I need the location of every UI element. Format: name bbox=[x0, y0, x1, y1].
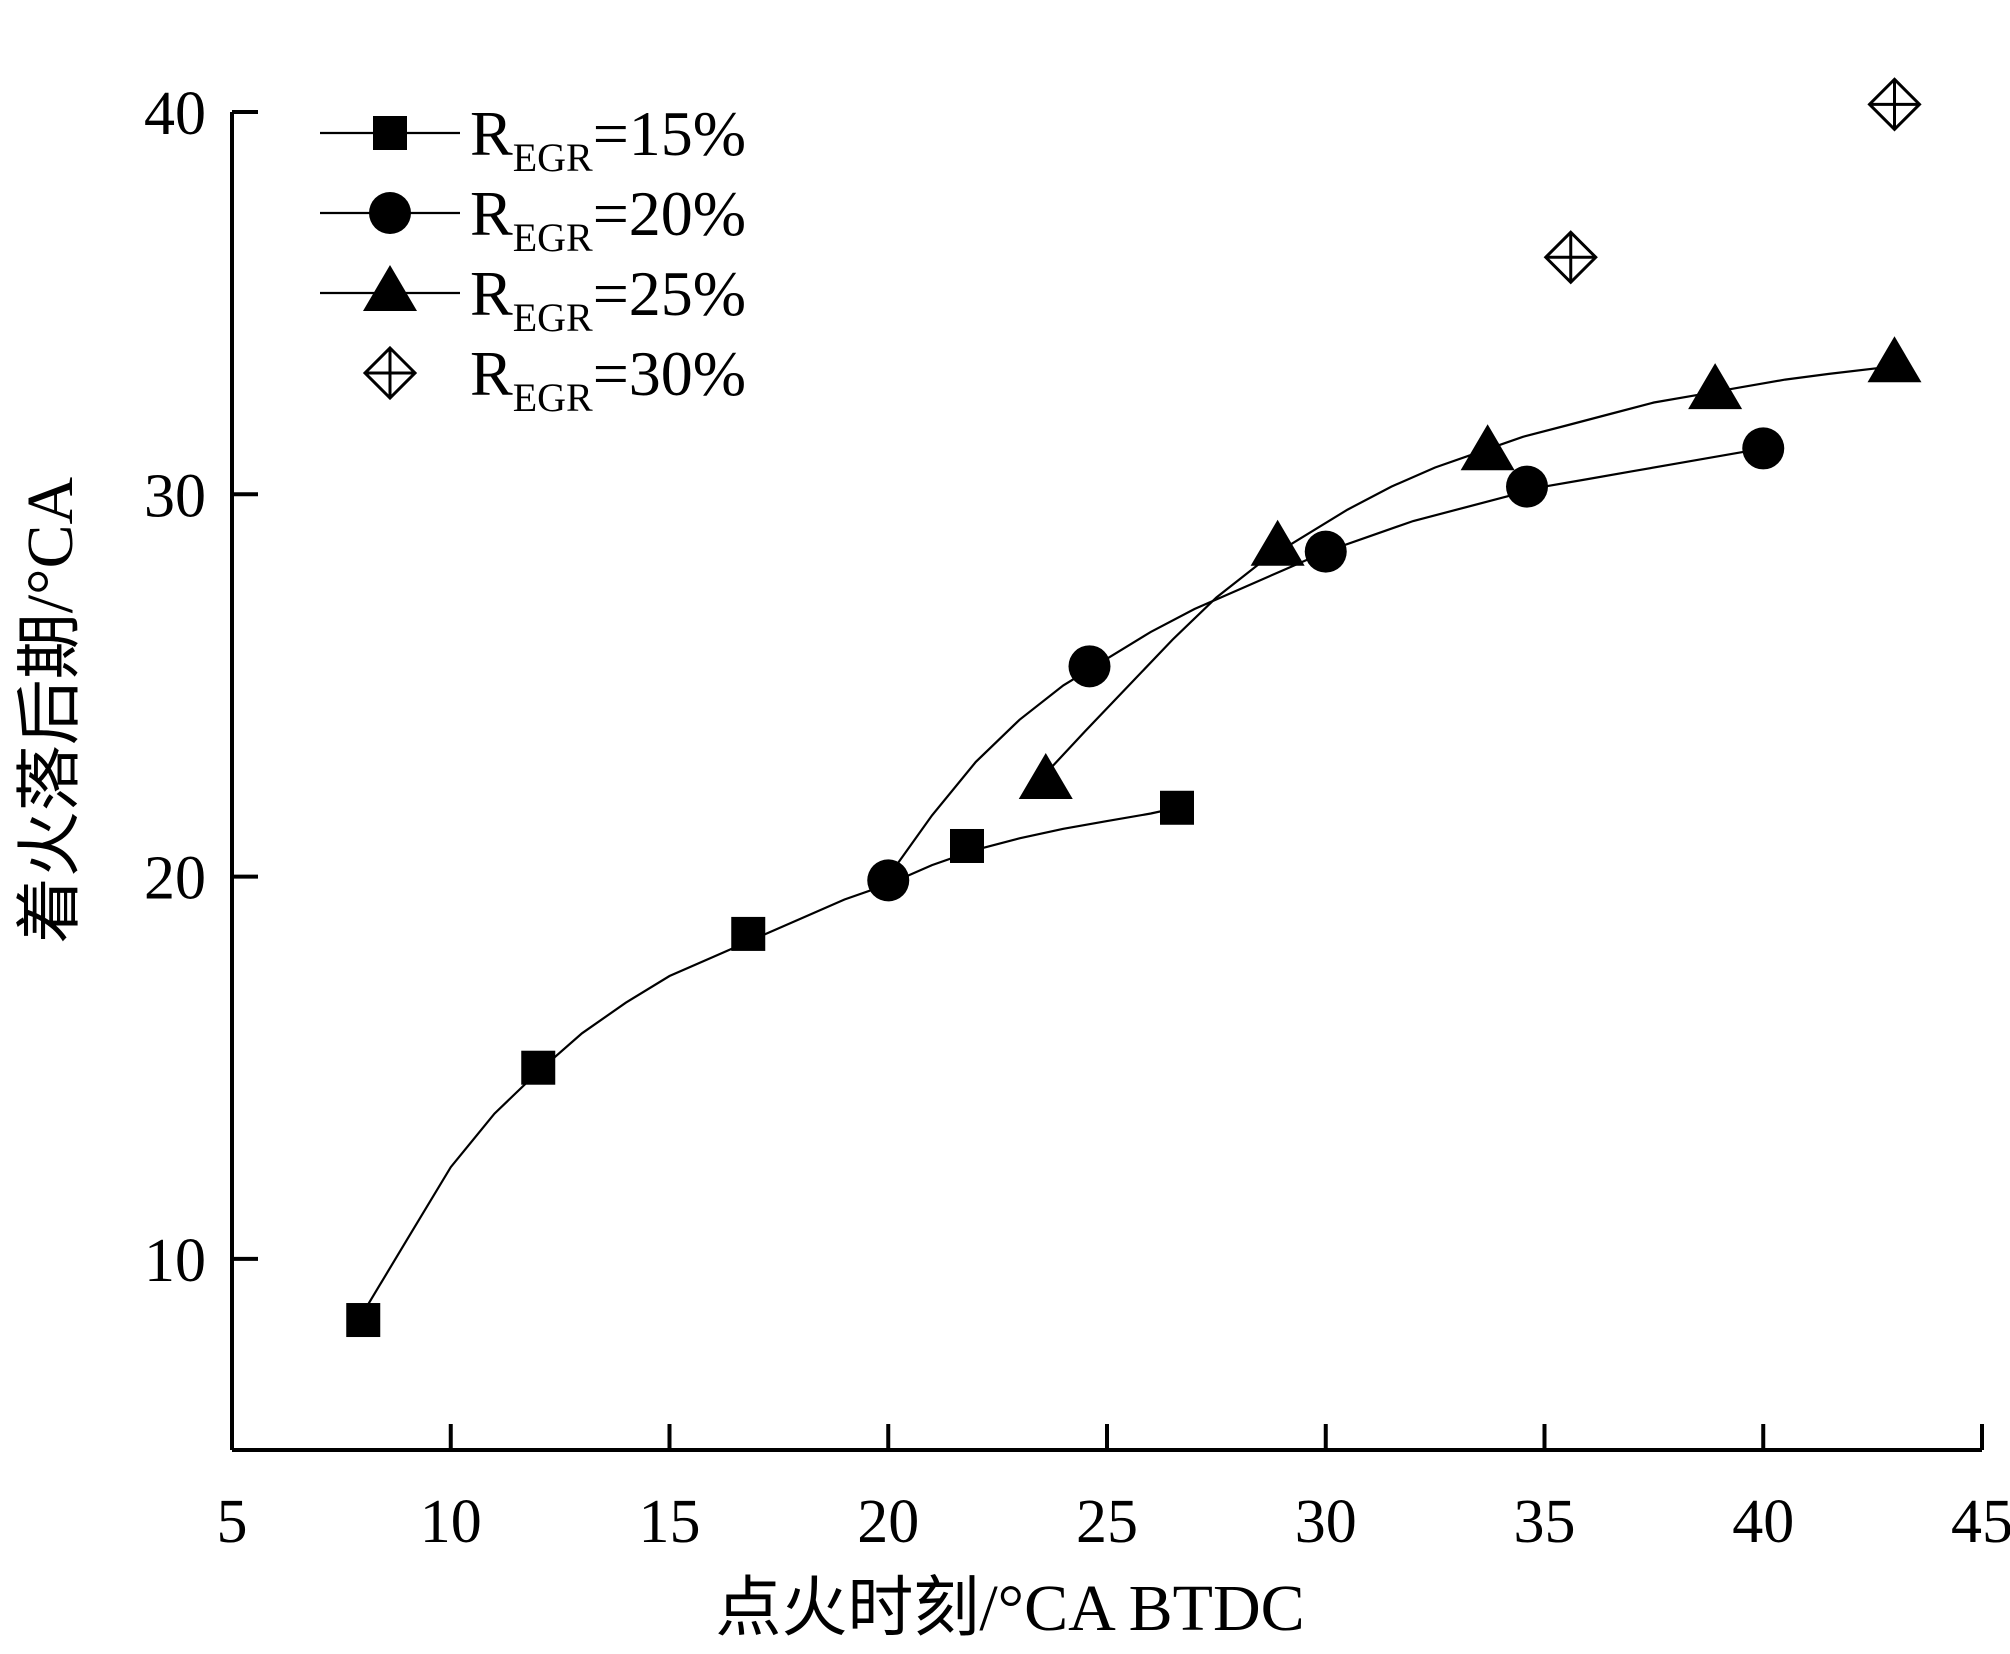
legend: REGR=15%REGR=20%REGR=25%REGR=30% bbox=[320, 98, 746, 420]
legend-marker bbox=[373, 116, 407, 150]
data-markers bbox=[346, 77, 1922, 1338]
data-point-series-4 bbox=[1867, 77, 1922, 132]
x-tick-label: 5 bbox=[217, 1488, 248, 1556]
data-point-series-1 bbox=[950, 828, 984, 863]
x-tick-label: 10 bbox=[420, 1488, 482, 1556]
legend-marker bbox=[362, 345, 418, 401]
data-point-series-3 bbox=[1250, 519, 1305, 566]
y-tick-label: 30 bbox=[144, 462, 206, 530]
fit-curves bbox=[362, 365, 1895, 1313]
legend-entry-4: REGR=30% bbox=[362, 338, 746, 420]
data-point-series-3 bbox=[1460, 424, 1515, 471]
y-axis-title: 着火落后期/°CA bbox=[14, 476, 87, 943]
data-point-series-3 bbox=[1688, 363, 1743, 410]
x-tick-label: 35 bbox=[1514, 1488, 1576, 1556]
x-tick-label: 25 bbox=[1076, 1488, 1138, 1556]
data-point-series-2 bbox=[1304, 530, 1347, 573]
legend-entry-1: REGR=15% bbox=[320, 98, 746, 180]
y-tick-label: 20 bbox=[144, 845, 206, 913]
y-tick-label: 40 bbox=[144, 80, 206, 148]
x-axis-title: 点火时刻/°CA BTDC bbox=[715, 1572, 1304, 1645]
data-point-series-2 bbox=[867, 859, 910, 902]
x-tick-label: 20 bbox=[857, 1488, 919, 1556]
legend-marker bbox=[369, 192, 411, 234]
x-tick-label: 30 bbox=[1295, 1488, 1357, 1556]
legend-label: REGR=30% bbox=[470, 338, 746, 420]
legend-entry-2: REGR=20% bbox=[320, 178, 746, 260]
x-tick-label: 15 bbox=[639, 1488, 701, 1556]
data-point-series-2 bbox=[1506, 465, 1548, 508]
data-point-series-3 bbox=[1018, 753, 1073, 799]
data-point-series-1 bbox=[1160, 790, 1194, 825]
legend-label: REGR=20% bbox=[470, 178, 746, 260]
legend-label: REGR=25% bbox=[470, 258, 746, 340]
legend-entry-3: REGR=25% bbox=[320, 258, 746, 340]
axes: 5 10 15 20 25 30 35 40 45 10 20 30 40 bbox=[144, 80, 2010, 1556]
data-point-series-1 bbox=[346, 1303, 381, 1338]
data-point-series-1 bbox=[521, 1050, 556, 1085]
data-point-series-1 bbox=[731, 916, 766, 951]
fit-curve-series-3 bbox=[1044, 365, 1895, 775]
x-tick-label: 40 bbox=[1732, 1488, 1794, 1556]
legend-label: REGR=15% bbox=[470, 98, 746, 180]
data-point-series-2 bbox=[1742, 427, 1785, 470]
data-point-series-4 bbox=[1543, 230, 1598, 285]
fit-curve-series-1 bbox=[362, 806, 1178, 1313]
fit-curve-series-2 bbox=[887, 447, 1764, 878]
y-tick-label: 10 bbox=[144, 1227, 206, 1295]
data-point-series-3 bbox=[1867, 336, 1922, 383]
data-point-series-2 bbox=[1068, 645, 1111, 688]
x-tick-label: 45 bbox=[1951, 1488, 2010, 1556]
legend-marker bbox=[363, 265, 417, 311]
